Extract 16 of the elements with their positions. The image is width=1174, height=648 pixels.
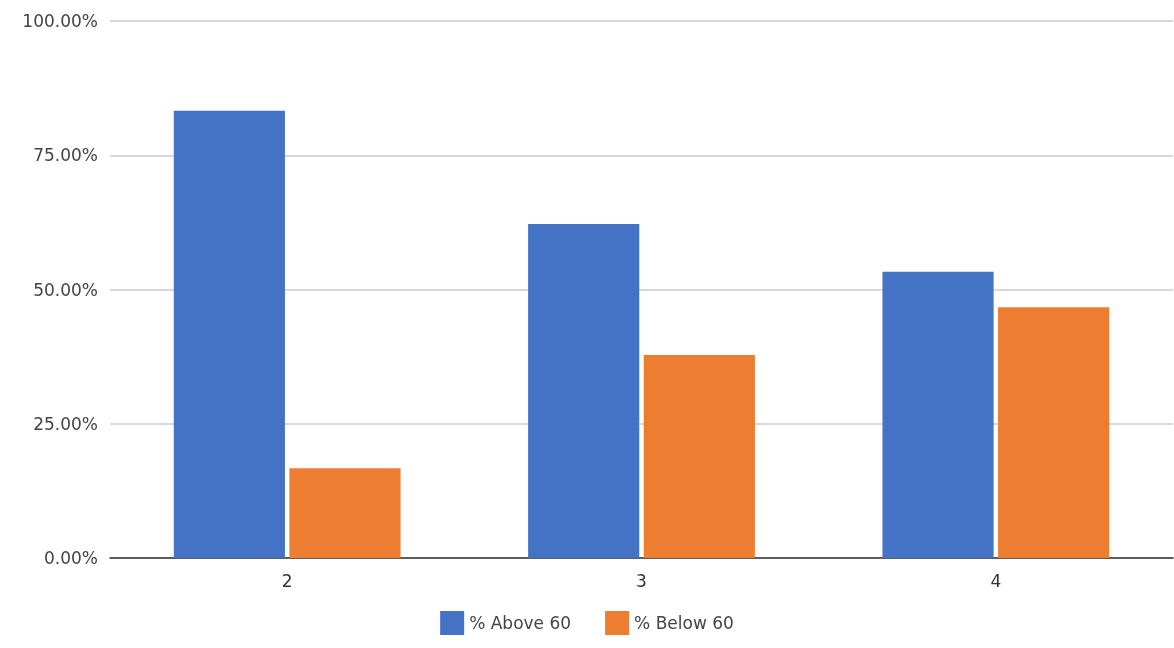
legend-label: % Above 60 bbox=[469, 613, 572, 633]
y-tick-label: 75.00% bbox=[33, 145, 98, 166]
x-tick-label: 3 bbox=[636, 570, 647, 591]
x-tick-label: 4 bbox=[990, 570, 1002, 591]
y-tick-label: 0.00% bbox=[43, 548, 98, 568]
bar bbox=[173, 110, 285, 558]
bar bbox=[528, 223, 640, 558]
bar bbox=[998, 307, 1110, 558]
y-tick-label: 100.00% bbox=[22, 11, 98, 31]
y-tick-label: 25.00% bbox=[33, 413, 98, 434]
x-tick-label: 2 bbox=[281, 570, 293, 591]
legend-label: % Below 60 bbox=[634, 613, 734, 633]
bar bbox=[289, 468, 401, 558]
bar bbox=[882, 271, 994, 558]
y-tick-label: 50.00% bbox=[33, 279, 98, 300]
bar bbox=[643, 355, 755, 558]
